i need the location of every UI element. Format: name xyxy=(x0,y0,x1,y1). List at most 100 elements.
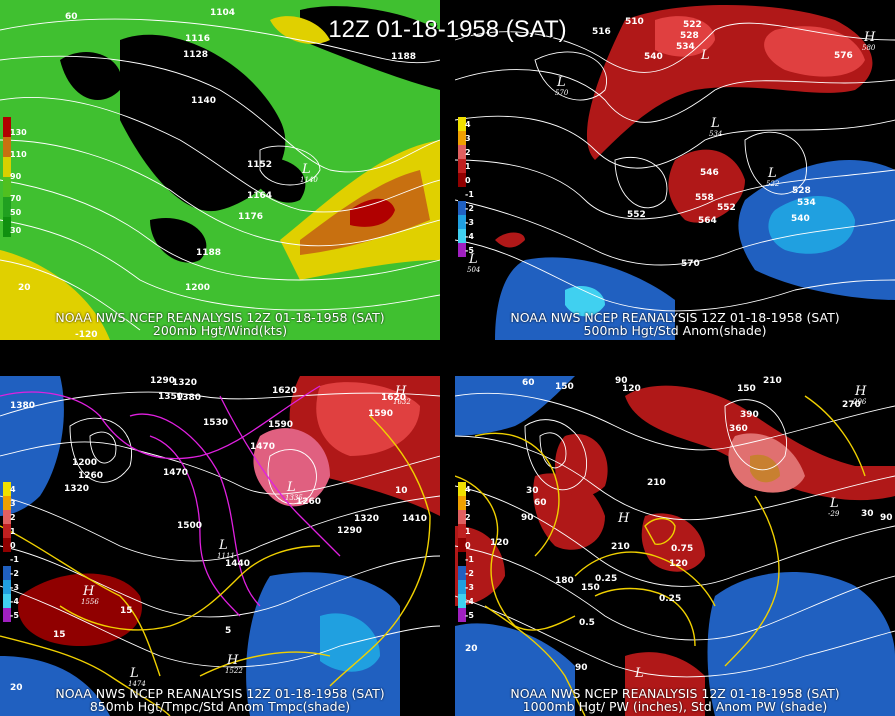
contour-label: 534 xyxy=(676,42,695,52)
legend-label: -1 xyxy=(465,555,474,564)
legend-label: -2 xyxy=(10,569,19,578)
contour-label: 1500 xyxy=(177,521,203,531)
pressure-center-letter: H xyxy=(83,584,95,599)
legend-swatch xyxy=(458,496,466,510)
legend-label: 2 xyxy=(465,148,471,157)
pressure-center-value: 1522 xyxy=(225,667,243,675)
pressure-center-value: 580 xyxy=(862,44,876,52)
panel-850mb-map xyxy=(0,376,440,716)
contour-label: 20 xyxy=(10,683,23,693)
legend-label: 2 xyxy=(465,513,471,522)
panel-850mb: 4 3 2 1 0 -1 -2 -3 -4 -5 NOAA NWS NCEP R… xyxy=(0,376,440,716)
pressure-center-letter: L xyxy=(768,166,777,181)
pressure-center-letter: L xyxy=(469,252,478,267)
legend-swatch xyxy=(3,197,11,217)
legend-label: 3 xyxy=(465,134,471,143)
panel-850mb-caption-field: 850mb Hgt/Tmpc/Std Anom Tmpc(shade) xyxy=(89,699,351,714)
legend-label: 0 xyxy=(10,541,16,550)
legend-swatch xyxy=(458,159,466,173)
contour-label: 360 xyxy=(729,424,748,434)
contour-label: 1320 xyxy=(172,378,198,388)
legend-swatch xyxy=(458,145,466,159)
legend-swatch xyxy=(458,173,466,187)
contour-label: 1140 xyxy=(191,96,217,106)
contour-label: 0.25 xyxy=(659,594,682,604)
legend-label: 4 xyxy=(10,485,16,494)
legend-500mb xyxy=(458,117,466,257)
contour-label: 1440 xyxy=(225,559,251,569)
panel-1000mb: 4 3 2 1 0 -1 -2 -3 -4 -5 NOAA NWS NCEP R… xyxy=(455,376,895,716)
legend-label: 4 xyxy=(465,120,471,129)
legend-swatch xyxy=(3,482,11,496)
legend-label: 3 xyxy=(10,499,16,508)
contour-label: 1188 xyxy=(196,248,222,258)
pressure-center-letter: H xyxy=(618,511,630,526)
contour-label: 1164 xyxy=(247,191,273,201)
legend-swatch xyxy=(458,580,466,594)
legend-label: -5 xyxy=(465,246,474,255)
legend-label: -5 xyxy=(465,611,474,620)
legend-swatch xyxy=(3,137,11,157)
legend-label: 0 xyxy=(465,176,471,185)
contour-label: 60 xyxy=(534,498,547,508)
contour-label: 1470 xyxy=(163,468,189,478)
legend-swatch xyxy=(3,566,11,580)
legend-swatch xyxy=(458,229,466,243)
contour-label: 552 xyxy=(717,203,736,213)
contour-label: 510 xyxy=(625,17,644,27)
legend-swatch xyxy=(458,594,466,608)
panel-200mb-caption-field: 200mb Hgt/Wind(kts) xyxy=(152,323,288,338)
contour-label: 1200 xyxy=(185,283,211,293)
contour-label: 534 xyxy=(797,198,816,208)
pressure-center-value: -29 xyxy=(828,510,840,518)
contour-label: 90 xyxy=(615,376,628,386)
contour-label: 15 xyxy=(53,630,66,640)
legend-swatch xyxy=(3,552,11,566)
panel-200mb: 130 110 90 70 50 30 NOAA NWS NCEP REANAL… xyxy=(0,0,440,340)
contour-label: 0.75 xyxy=(671,544,694,554)
contour-label: 1410 xyxy=(402,514,428,524)
legend-swatch xyxy=(3,580,11,594)
panel-850mb-caption-source: NOAA NWS NCEP REANALYSIS 12Z 01-18-1958 … xyxy=(55,686,385,701)
contour-label: 1590 xyxy=(268,420,294,430)
legend-swatch xyxy=(458,552,466,566)
legend-label: -1 xyxy=(465,190,474,199)
legend-label: 110 xyxy=(10,150,27,159)
contour-label: 1104 xyxy=(210,8,236,18)
contour-label: 558 xyxy=(695,193,714,203)
pressure-center-letter: L xyxy=(557,75,566,90)
contour-label: 516 xyxy=(592,27,611,37)
legend-label: -2 xyxy=(465,569,474,578)
contour-label: 1260 xyxy=(78,471,104,481)
panel-500mb-caption-field: 500mb Hgt/Std Anom(shade) xyxy=(583,323,767,338)
pressure-center-letter: H xyxy=(227,653,239,668)
contour-label: 0.25 xyxy=(595,574,618,584)
legend-swatch xyxy=(3,496,11,510)
contour-label: 540 xyxy=(791,214,810,224)
contour-label: 150 xyxy=(555,382,574,392)
pressure-center-value: 1474 xyxy=(128,680,146,688)
legend-swatch xyxy=(458,566,466,580)
legend-label: -2 xyxy=(465,204,474,213)
legend-label: 90 xyxy=(10,172,22,181)
contour-label: 1176 xyxy=(238,212,264,222)
contour-label: 1290 xyxy=(337,526,363,536)
legend-swatch xyxy=(458,510,466,524)
pressure-center-value: 504 xyxy=(467,266,481,274)
pressure-center-letter: L xyxy=(302,162,311,177)
pressure-center-value: 1556 xyxy=(81,598,99,606)
contour-label: 1116 xyxy=(185,34,211,44)
legend-swatch xyxy=(3,510,11,524)
contour-label: 180 xyxy=(555,576,574,586)
legend-label: -5 xyxy=(10,611,19,620)
contour-label: 1320 xyxy=(354,514,380,524)
legend-swatch xyxy=(3,524,11,538)
pressure-center-value: 1632 xyxy=(393,398,411,406)
pressure-center-value: 296 xyxy=(853,398,867,406)
contour-label: 1152 xyxy=(247,160,273,170)
contour-label: 1200 xyxy=(72,458,98,468)
contour-label: 540 xyxy=(644,52,663,62)
contour-label: 576 xyxy=(834,51,853,61)
contour-label: 570 xyxy=(681,259,700,269)
legend-swatch xyxy=(458,538,466,552)
